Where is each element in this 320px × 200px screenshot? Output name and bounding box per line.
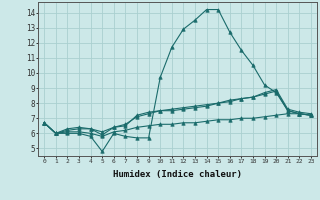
X-axis label: Humidex (Indice chaleur): Humidex (Indice chaleur) <box>113 170 242 179</box>
